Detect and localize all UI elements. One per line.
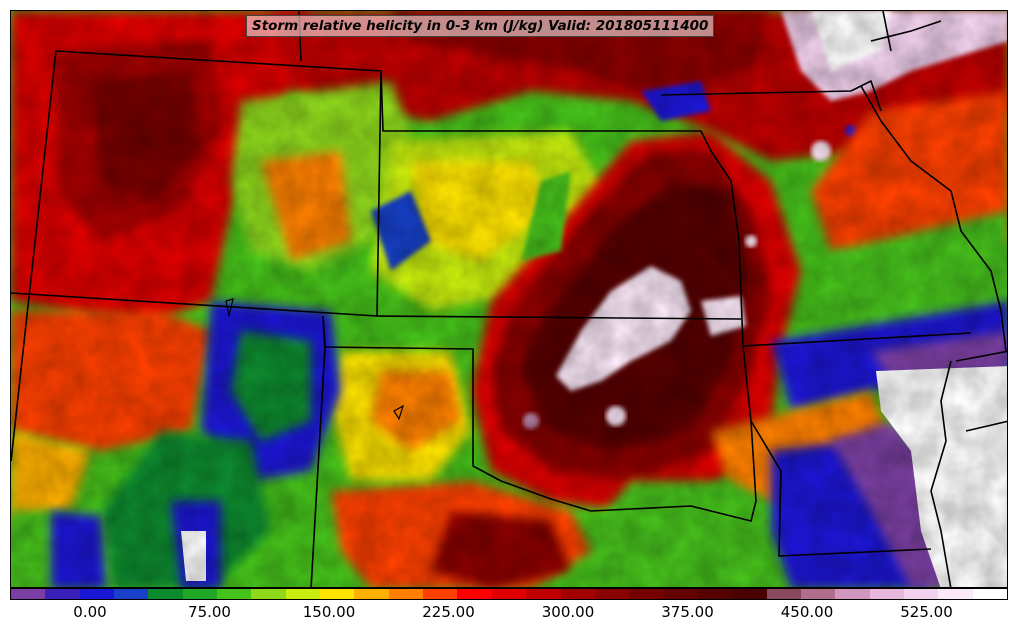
colorbar-swatch	[251, 589, 286, 599]
colorbar-swatch	[697, 589, 733, 599]
colorbar-swatch	[388, 589, 424, 599]
colorbar-swatch	[79, 589, 115, 599]
lake-outlines	[225, 298, 405, 421]
colorbar-swatch	[663, 589, 698, 599]
colorbar-swatch	[938, 589, 973, 599]
colorbar-swatch	[423, 589, 458, 599]
colorbar-swatch	[148, 589, 183, 599]
colorbar-swatch	[114, 589, 149, 599]
colorbar-swatch	[320, 589, 355, 599]
colorbar-swatch	[629, 589, 664, 599]
contour-fills	[11, 11, 1007, 587]
colorbar-tick-label: 450.00	[780, 603, 834, 621]
colorbar-swatch	[766, 589, 801, 599]
colorbar-swatch	[285, 589, 321, 599]
colorbar-swatch	[354, 589, 389, 599]
colorbar-swatch	[457, 589, 492, 599]
colorbar-swatch	[491, 589, 527, 599]
colorbar-swatch	[45, 589, 80, 599]
colorbar-swatch	[526, 589, 561, 599]
helicity-contour-field	[11, 11, 1007, 587]
colorbar-tick-labels: 0.00 75.00 150.00 225.00 300.00 375.00 450.00 5…	[10, 600, 1008, 630]
colorbar-tick-label: 375.00	[661, 603, 714, 621]
colorbar-swatch	[903, 589, 939, 599]
colorbar-tick-label: 225.00	[422, 603, 475, 621]
colorbar-swatch	[594, 589, 630, 599]
colorbar-swatch	[869, 589, 904, 599]
colorbar-swatch	[217, 589, 252, 599]
colorbar-tick-label: 0.00	[73, 603, 107, 621]
colorbar-tick-label: 150.00	[302, 603, 356, 621]
colorbar-tick-label: 300.00	[541, 603, 595, 621]
colorbar-swatch	[972, 589, 1007, 599]
colorbar-swatch	[800, 589, 836, 599]
state-borders	[11, 11, 1007, 587]
colorbar-swatch	[11, 589, 46, 599]
map-title: Storm relative helicity in 0-3 km (J/kg)…	[246, 15, 715, 37]
colorbar-swatch	[732, 589, 767, 599]
colorbar-swatch	[182, 589, 218, 599]
colorbar	[10, 588, 1008, 600]
colorbar-tick-label: 525.00	[900, 603, 953, 621]
colorbar-swatch	[835, 589, 870, 599]
helicity-map	[10, 10, 1008, 588]
colorbar-swatch	[560, 589, 595, 599]
colorbar-tick-label: 75.00	[188, 603, 231, 621]
